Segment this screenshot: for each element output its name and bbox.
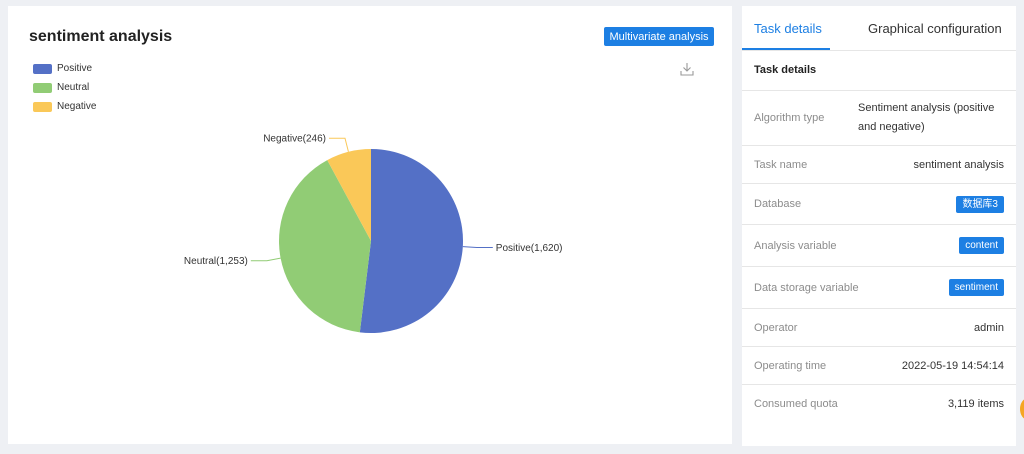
tab-task-details[interactable]: Task details <box>754 21 822 36</box>
legend-item-neutral[interactable]: Neutral <box>33 78 96 97</box>
detail-key: Consumed quota <box>754 398 838 410</box>
detail-value: 2022-05-19 14:54:14 <box>901 359 1004 372</box>
details-panel: Task details Graphical configuration Tas… <box>742 6 1016 446</box>
detail-key: Algorithm type <box>754 112 825 124</box>
detail-row-database: Database 数据库3 <box>742 184 1016 225</box>
detail-key: Task name <box>754 158 808 171</box>
detail-row-task-name: Task name sentiment analysis <box>742 146 1016 184</box>
legend-label-negative: Negative <box>57 101 97 112</box>
detail-row-algorithm-type: Algorithm type Sentiment analysis (posit… <box>742 91 1016 146</box>
detail-row-operating-time: Operating time 2022-05-19 14:54:14 <box>742 347 1016 385</box>
active-tab-indicator <box>742 48 830 50</box>
chart-title: sentiment analysis <box>29 28 173 45</box>
legend-swatch-positive <box>33 63 52 74</box>
leader-line-positive <box>462 246 493 248</box>
pie-label-neutral: Neutral(1,253) <box>184 256 248 267</box>
detail-row-data-storage-variable: Data storage variable sentiment <box>742 267 1016 309</box>
multivariate-analysis-button[interactable]: Multivariate analysis <box>604 27 714 46</box>
floating-help-button[interactable] <box>1020 398 1024 420</box>
legend-item-negative[interactable]: Negative <box>33 97 96 116</box>
pie-slice-negative[interactable] <box>327 149 371 241</box>
pie-slice-positive[interactable] <box>359 149 464 333</box>
detail-key: Database <box>754 198 802 210</box>
legend-swatch-negative <box>33 101 52 112</box>
pie-label-negative: Negative(246) <box>263 134 326 145</box>
detail-key: Operator <box>754 321 798 334</box>
detail-value: sentiment analysis <box>913 158 1005 171</box>
detail-row-operator: Operator admin <box>742 309 1016 347</box>
chart-legend: Positive Neutral Negative <box>33 59 96 116</box>
leader-line-neutral <box>250 257 281 262</box>
analysis-variable-badge: content <box>959 237 1004 254</box>
tab-bar: Task details Graphical configuration <box>742 6 1016 51</box>
detail-key: Data storage variable <box>754 281 859 294</box>
tab-graphical-configuration[interactable]: Graphical configuration <box>868 21 1002 36</box>
download-icon[interactable] <box>680 62 694 76</box>
database-badge: 数据库3 <box>956 195 1004 213</box>
legend-label-positive: Positive <box>57 63 93 74</box>
detail-value: admin <box>974 321 1004 334</box>
pie-label-positive: Positive(1,620) <box>496 243 563 254</box>
detail-key: Operating time <box>754 359 827 372</box>
section-title: Task details <box>742 51 1016 91</box>
storage-variable-badge: sentiment <box>948 279 1004 296</box>
pie-slice-neutral[interactable] <box>279 160 371 333</box>
detail-key: Analysis variable <box>754 239 837 252</box>
legend-label-neutral: Neutral <box>57 82 90 93</box>
detail-row-consumed-quota: Consumed quota 3,119 items <box>742 385 1016 423</box>
chart-panel: sentiment analysis Multivariate analysis… <box>8 6 732 444</box>
leader-line-negative <box>329 137 349 152</box>
legend-swatch-neutral <box>33 82 52 93</box>
detail-row-analysis-variable: Analysis variable content <box>742 225 1016 267</box>
pie-chart: Positive(1,620) Neutral(1,253) Negative(24… <box>184 134 563 333</box>
legend-item-positive[interactable]: Positive <box>33 59 96 78</box>
detail-value: Sentiment analysis (positive and negativ… <box>858 102 995 133</box>
detail-value: 3,119 items <box>947 398 1004 410</box>
